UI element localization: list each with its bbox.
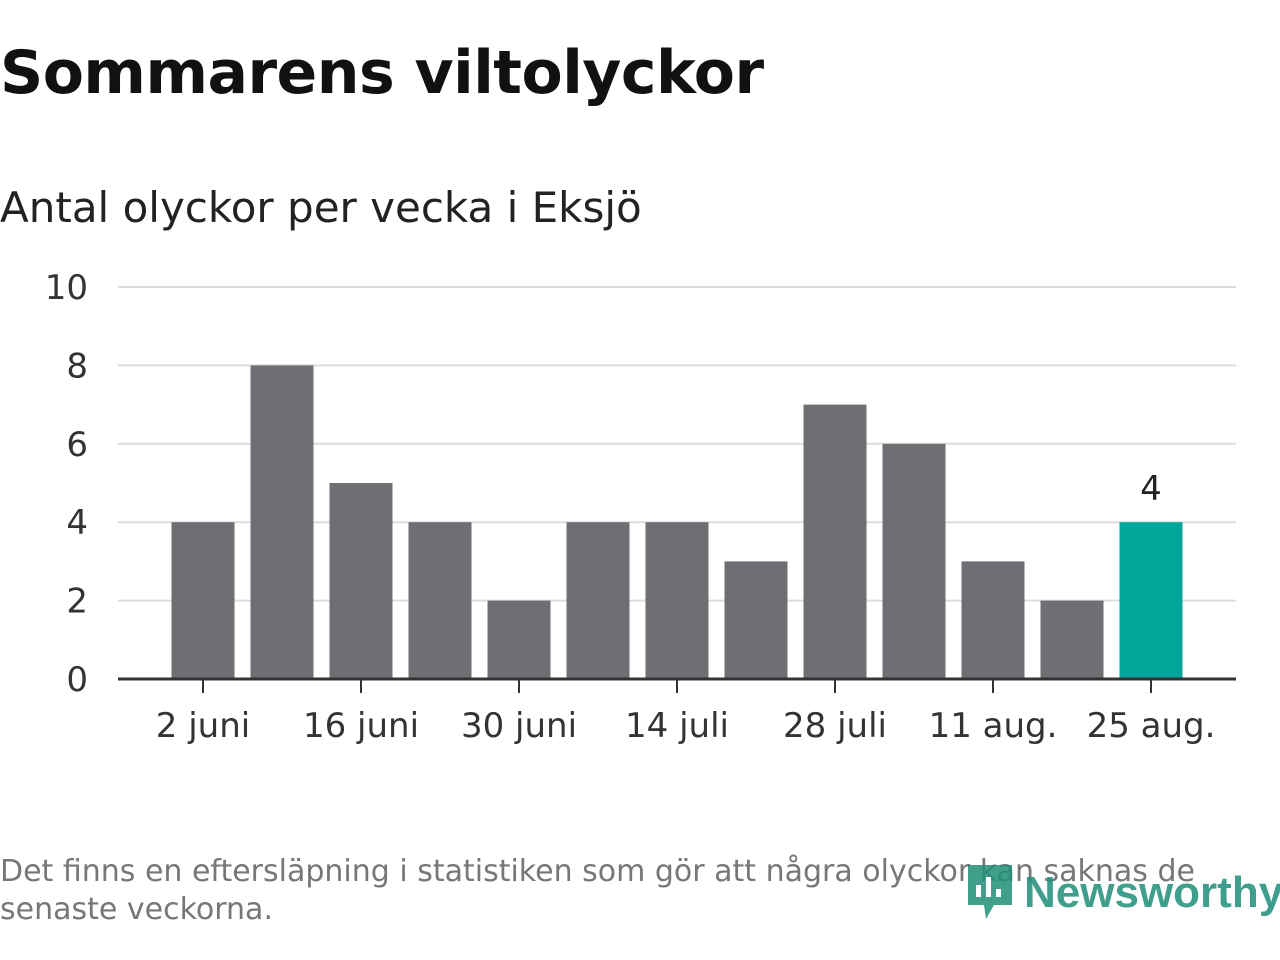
bar <box>724 561 788 679</box>
bar <box>487 600 551 679</box>
y-tick-label: 4 <box>66 503 88 543</box>
bar-data-label: 4 <box>1140 469 1162 509</box>
bar <box>250 365 314 679</box>
x-tick-label: 30 juni <box>461 706 577 746</box>
x-tick-label: 28 juli <box>783 706 887 746</box>
bar <box>645 522 709 679</box>
x-tick-label: 16 juni <box>303 706 419 746</box>
chart-title: Sommarens viltolyckor <box>0 38 764 108</box>
x-tick-label: 11 aug. <box>929 706 1058 746</box>
bar <box>961 561 1025 679</box>
bar-chart: 0 2 4 6 8 10 4 2 juni 16 juni 30 juni 14 juli 28 ju… <box>45 268 1236 746</box>
x-tick-label: 14 juli <box>625 706 729 746</box>
bar <box>882 443 946 679</box>
brand-name: Newsworthy <box>1024 868 1280 917</box>
y-tick-label: 2 <box>66 582 88 622</box>
y-tick-label: 10 <box>45 268 88 308</box>
x-tick-label: 25 aug. <box>1087 706 1216 746</box>
chart-subtitle: Antal olyckor per vecka i Eksjö <box>0 183 642 232</box>
bar <box>803 404 867 679</box>
y-tick-label: 8 <box>66 346 88 386</box>
bar <box>408 522 472 679</box>
x-tick-label: 2 juni <box>156 706 250 746</box>
bar <box>329 483 393 679</box>
newsworthy-brand: Newsworthy <box>964 860 1280 926</box>
y-tick-label: 6 <box>66 425 88 465</box>
bar-highlight <box>1119 522 1183 679</box>
bar <box>171 522 235 679</box>
bar <box>566 522 630 679</box>
y-tick-label: 0 <box>66 660 88 700</box>
bar <box>1040 600 1104 679</box>
newsworthy-logo-icon <box>968 865 1012 919</box>
